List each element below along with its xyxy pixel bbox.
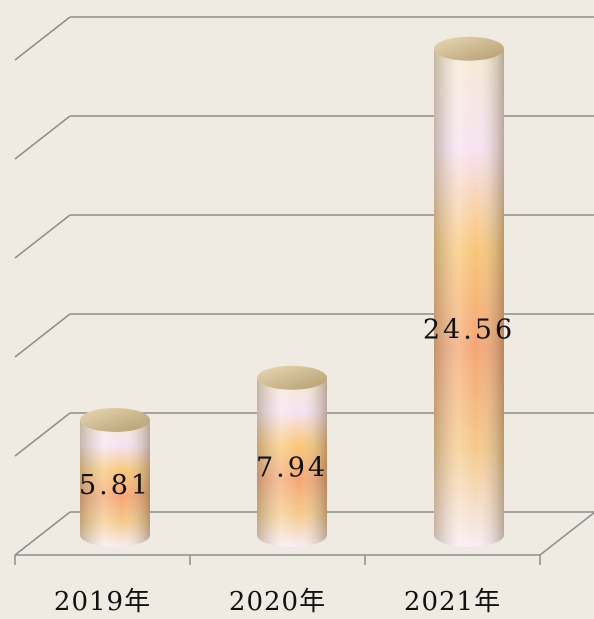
- grid-line-side: [14, 313, 71, 358]
- grid-line-side: [14, 115, 71, 160]
- grid-line-side: [14, 511, 71, 556]
- value-label: 5.81: [79, 470, 151, 501]
- value-label: 7.94: [256, 452, 328, 483]
- grid-line-side: [14, 214, 71, 259]
- bar-top: [257, 365, 327, 390]
- bars: 5.81 7.94 24.56: [79, 36, 515, 547]
- bar-shade: [434, 48, 504, 547]
- x-tick-label: 2020年: [229, 587, 326, 617]
- grid-line-side: [14, 412, 71, 457]
- bar-top: [80, 407, 150, 432]
- bar-shade: [257, 377, 327, 547]
- x-tick-label: 2019年: [54, 587, 151, 617]
- bar-top: [434, 36, 504, 61]
- value-label: 24.56: [423, 314, 515, 345]
- grid: [14, 16, 594, 565]
- bar-shade: [80, 419, 150, 547]
- x-tick-label: 2021年: [404, 587, 501, 617]
- grid-line-side: [14, 16, 71, 61]
